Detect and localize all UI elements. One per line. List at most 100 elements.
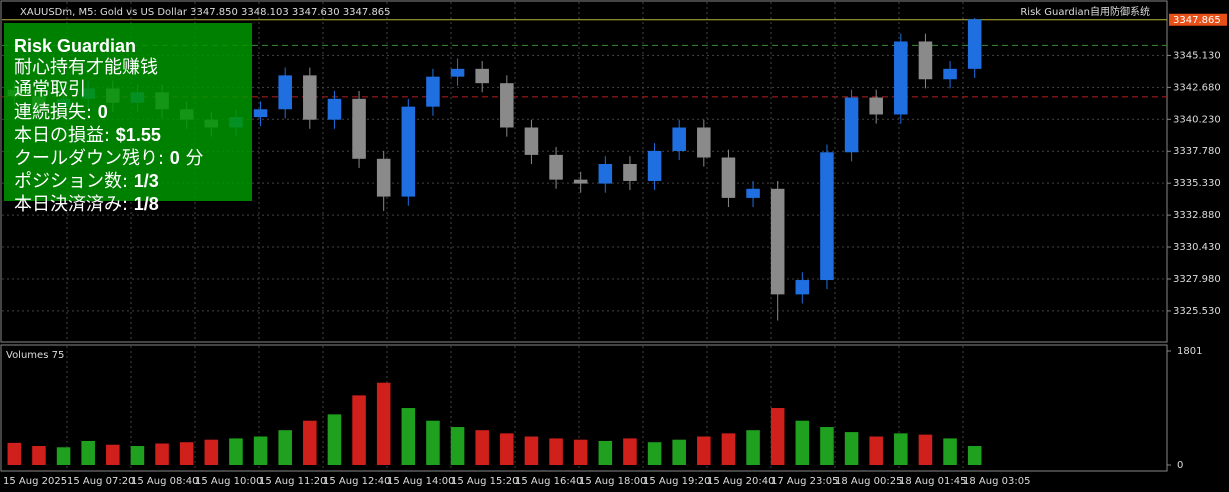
candle-body — [623, 164, 637, 181]
volume-bar — [524, 436, 539, 465]
y-tick-label: 3327.980 — [1173, 274, 1221, 285]
x-tick-label: 15 Aug 19:20 — [643, 476, 710, 487]
x-tick-label: 15 Aug 14:00 — [387, 476, 454, 487]
candle-body — [524, 127, 539, 155]
candle-body — [795, 280, 810, 295]
volume-bar — [894, 433, 908, 465]
volume-bar — [721, 433, 736, 465]
volume-bar — [376, 382, 391, 465]
volume-bar — [746, 430, 760, 465]
x-tick-label: 15 Aug 07:20 — [67, 476, 134, 487]
volume-frame — [0, 344, 1168, 472]
x-tick-label: 15 Aug 10:00 — [195, 476, 262, 487]
candle-body — [376, 158, 391, 197]
y-tick-label: 3330.430 — [1173, 242, 1221, 253]
volume-bar — [500, 433, 514, 465]
x-tick-label: 15 Aug 16:40 — [515, 476, 582, 487]
panel-label: 通常取引 — [14, 79, 86, 100]
candle-body — [475, 68, 489, 84]
volume-bar — [81, 440, 95, 465]
main-frame — [0, 0, 1168, 343]
volume-bar — [253, 436, 268, 465]
volume-bar — [967, 446, 982, 465]
y-tick-label: 3337.780 — [1173, 146, 1221, 157]
panel-value: 1/8 — [133, 194, 159, 214]
volume-bar — [647, 442, 662, 465]
volume-bar — [844, 432, 859, 465]
x-tick-label: 15 Aug 12:40 — [323, 476, 390, 487]
y-tick-label: 1801 — [1177, 346, 1202, 357]
volume-bar — [229, 438, 243, 465]
y-tick-label: 3335.330 — [1173, 178, 1221, 189]
panel-line: ポジション数: 1/3 — [14, 170, 252, 193]
candle-body — [672, 127, 686, 151]
panel-line: クールダウン残り: 0 分 — [14, 147, 252, 170]
x-tick-label: 15 Aug 2025 — [3, 476, 67, 487]
volume-bar — [130, 446, 145, 465]
panel-label: 本日の損益: — [14, 125, 116, 146]
volume-bar — [697, 436, 711, 465]
candle-body — [253, 109, 268, 118]
x-tick-label: 15 Aug 20:40 — [707, 476, 774, 487]
x-tick-label: 18 Aug 01:45 — [899, 476, 966, 487]
volume-bar — [327, 414, 342, 465]
panel-title: Risk Guardian — [14, 36, 137, 56]
candle-body — [943, 68, 957, 80]
volume-bar — [106, 444, 120, 465]
x-tick-label: 15 Aug 11:20 — [259, 476, 326, 487]
candle-body — [820, 152, 834, 281]
symbol-header: XAUUSDm, M5: Gold vs US Dollar 3347.850 … — [20, 7, 391, 18]
volume-bar — [204, 439, 219, 465]
candle-body — [844, 97, 859, 153]
panel-line: 耐心持有才能赚钱 — [14, 57, 252, 79]
candle-body — [426, 76, 440, 107]
candle-body — [967, 19, 982, 69]
candle-body — [500, 83, 514, 128]
panel-label: 耐心持有才能赚钱 — [14, 57, 158, 78]
candle-body — [278, 75, 292, 110]
volume-bar — [943, 438, 957, 465]
y-tick-label: 3332.880 — [1173, 210, 1221, 221]
x-tick-label: 15 Aug 15:20 — [451, 476, 518, 487]
candle-body — [401, 106, 416, 197]
panel-suffix: 分 — [179, 148, 204, 169]
volume-bar — [820, 427, 834, 465]
candle-body — [746, 188, 760, 198]
x-tick-label: 18 Aug 03:05 — [963, 476, 1030, 487]
volume-bar — [426, 420, 440, 465]
candle-body — [573, 179, 588, 184]
y-tick-label: 3340.230 — [1173, 114, 1221, 125]
volume-bar — [155, 443, 169, 465]
volume-bar — [672, 439, 686, 465]
candle-body — [327, 98, 342, 120]
volume-bar — [573, 439, 588, 465]
candle-body — [598, 164, 613, 184]
volume-bar — [303, 420, 317, 465]
volume-bar — [623, 438, 637, 465]
x-tick-label: 18 Aug 00:25 — [835, 476, 902, 487]
panel-line: 連続損失: 0 — [14, 101, 252, 124]
volume-bar — [278, 430, 292, 465]
volume-bar — [795, 420, 810, 465]
panel-line: 通常取引 — [14, 79, 252, 101]
volume-bar — [401, 408, 416, 465]
volume-bar — [598, 440, 613, 465]
y-tick-label: 3325.530 — [1173, 306, 1221, 317]
panel-value: $1.55 — [115, 125, 161, 145]
candle-body — [894, 41, 908, 115]
panel-label: 連続損失: — [14, 102, 98, 123]
price-tag — [1169, 13, 1227, 26]
risk-panel: Risk Guardian 耐心持有才能赚钱 通常取引 連続損失: 0 本日の損益: … — [4, 23, 252, 215]
candle-body — [918, 41, 933, 80]
x-tick-label: 15 Aug 18:00 — [579, 476, 646, 487]
volume-bar — [32, 446, 46, 465]
volume-bar — [179, 442, 194, 465]
candle-body — [352, 98, 366, 159]
volume-bar — [770, 408, 785, 465]
volume-bar — [450, 427, 465, 465]
y-tick-label: 3345.130 — [1173, 50, 1221, 61]
y-tick-label: 3342.680 — [1173, 82, 1221, 93]
volume-bar — [7, 442, 22, 465]
